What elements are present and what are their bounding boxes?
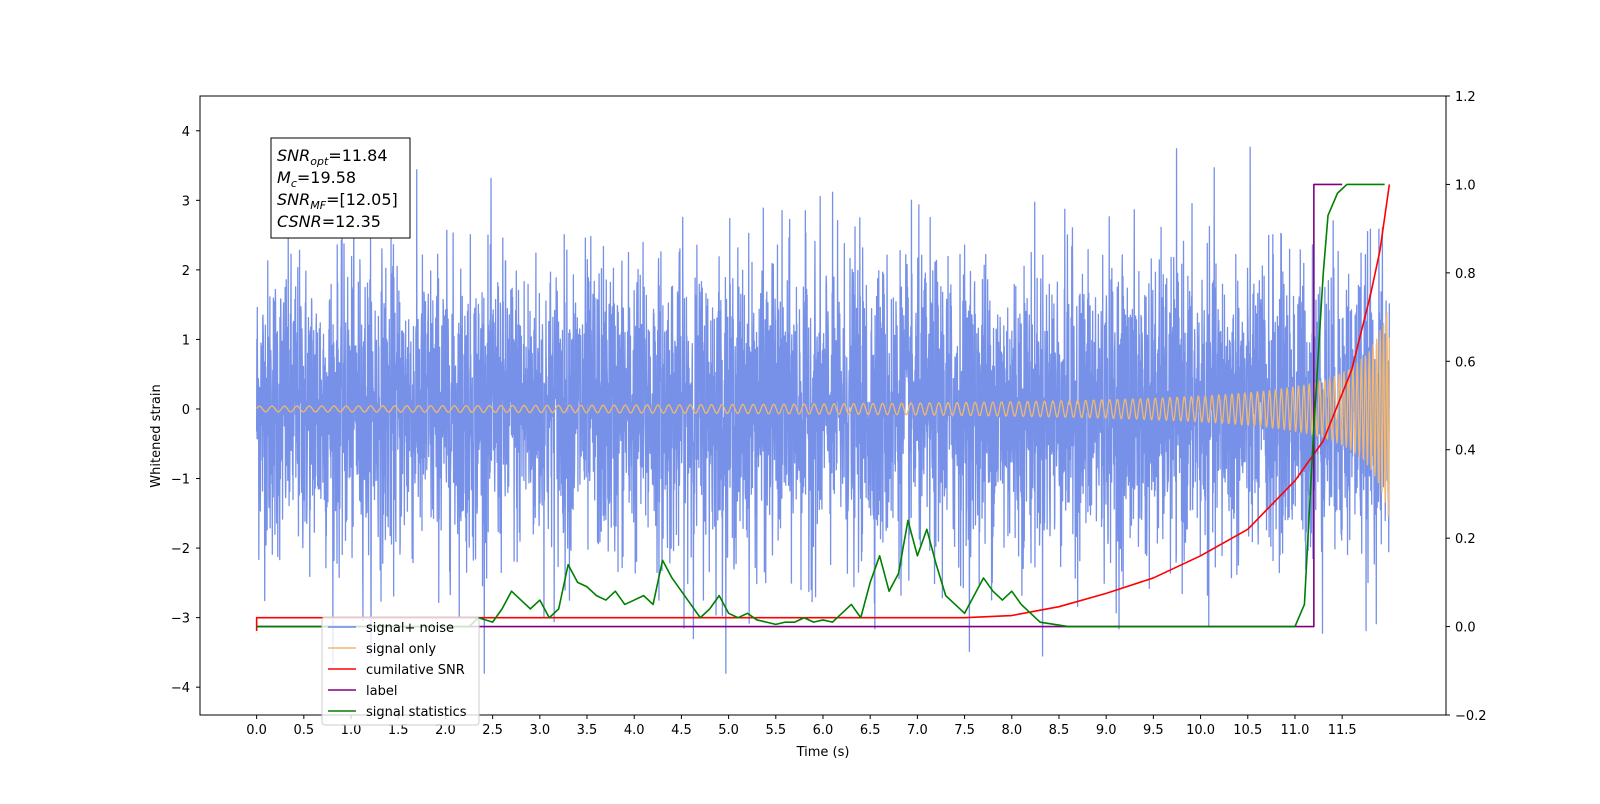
annotation-subscript: c <box>291 177 297 190</box>
series-line-cumilative-snr <box>255 184 1391 631</box>
y-tick-label: −1 <box>171 473 190 488</box>
y-tick-label: 0 <box>182 403 190 418</box>
x-axis-label: Time (s) <box>796 745 850 760</box>
annotation-subscript: MF <box>310 199 326 212</box>
annotation-symbol: CSNR <box>277 212 322 231</box>
x-tick-label: 8.5 <box>1049 723 1070 738</box>
x-tick-label: 11.0 <box>1280 723 1309 738</box>
x-tick-label: 1.0 <box>341 723 362 738</box>
y-tick-label: −3 <box>171 612 190 627</box>
legend-label: label <box>366 684 397 699</box>
series-line-signal-statistics <box>256 183 1385 628</box>
x-tick-label: 7.0 <box>907 723 928 738</box>
x-tick-label: 10.5 <box>1233 723 1262 738</box>
x-tick-label: 8.0 <box>1001 723 1022 738</box>
annotation-line: Mc=19.58 <box>277 168 356 190</box>
x-tick-label: 11.5 <box>1328 723 1357 738</box>
annotation-symbol: SNR <box>277 190 310 209</box>
legend-label: signal statistics <box>366 705 467 720</box>
legend: signal+ noise signal only cumilative SNR la… <box>321 616 480 726</box>
annotation-value: =12.35 <box>322 212 381 231</box>
y2-tick-label: −0.2 <box>1455 709 1487 724</box>
legend-label: signal+ noise <box>366 621 454 636</box>
annotation-value: =11.84 <box>328 146 387 165</box>
x-tick-label: 2.5 <box>482 723 503 738</box>
y2-tick-label: 0.4 <box>1455 444 1476 459</box>
x-tick-label: 10.0 <box>1186 723 1215 738</box>
annotation-line: SNRMF=[12.05] <box>277 190 398 212</box>
x-tick-label: 9.5 <box>1143 723 1164 738</box>
legend-label: signal only <box>366 642 436 657</box>
legend-frame <box>321 616 480 726</box>
x-tick-label: 6.0 <box>813 723 834 738</box>
annotation-line: SNRopt=11.84 <box>277 146 388 168</box>
series-line-label <box>256 183 1343 628</box>
y2-tick-label: 0.8 <box>1455 267 1476 282</box>
annotation-box: SNRopt=11.84Mc=19.58SNRMF=[12.05]CSNR=12… <box>270 137 411 239</box>
annotation-subscript: opt <box>310 155 329 168</box>
x-tick-label: 9.0 <box>1096 723 1117 738</box>
y-tick-label: 4 <box>182 125 190 140</box>
x-tick-label: 6.5 <box>860 723 881 738</box>
x-tick-label: 3.5 <box>577 723 598 738</box>
y-tick-label: 3 <box>182 194 190 209</box>
annotation-frame <box>270 137 411 239</box>
x-tick-label: 1.5 <box>388 723 409 738</box>
y2-tick-label: 1.2 <box>1455 90 1476 105</box>
x-tick-label: 5.5 <box>765 723 786 738</box>
x-tick-label: 0.5 <box>293 723 314 738</box>
annotation-value: =19.58 <box>297 168 356 187</box>
annotation-symbol: SNR <box>277 146 310 165</box>
y-tick-label: −2 <box>171 542 190 557</box>
y2-tick-label: 0.6 <box>1455 355 1476 370</box>
x-tick-label: 5.0 <box>718 723 739 738</box>
y-tick-label: −4 <box>171 681 190 696</box>
y-tick-label: 2 <box>182 264 190 279</box>
series-line-signal-only <box>256 311 1391 517</box>
legend-label: cumilative SNR <box>366 663 465 678</box>
y2-tick-label: 0.0 <box>1455 621 1476 636</box>
annotation-symbol: M <box>277 168 291 187</box>
y-tick-label: 1 <box>182 333 190 348</box>
x-tick-label: 7.5 <box>954 723 975 738</box>
x-tick-label: 4.5 <box>671 723 692 738</box>
y2-tick-label: 1.0 <box>1455 178 1476 193</box>
x-tick-label: 3.0 <box>529 723 550 738</box>
y-axis-label: Whitened strain <box>149 384 164 487</box>
x-tick-label: 4.0 <box>624 723 645 738</box>
annotation-value: =[12.05] <box>326 190 398 209</box>
x-tick-label: 0.0 <box>246 723 267 738</box>
annotation-line: CSNR=12.35 <box>277 212 381 231</box>
y2-tick-label: 0.2 <box>1455 532 1476 547</box>
x-tick-label: 2.0 <box>435 723 456 738</box>
